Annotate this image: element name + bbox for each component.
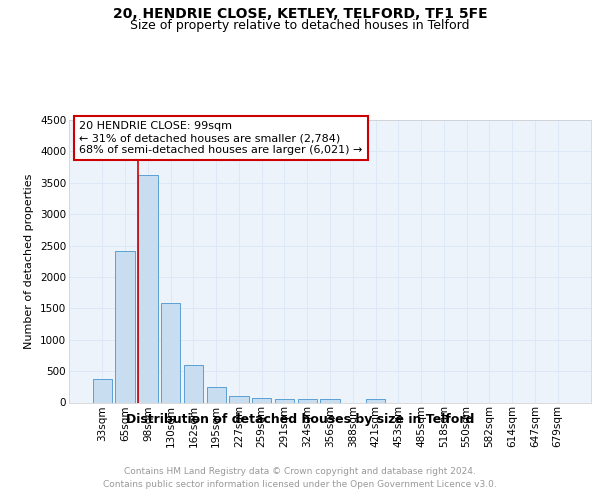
Bar <box>320 399 340 402</box>
Text: Distribution of detached houses by size in Telford: Distribution of detached houses by size … <box>126 412 474 426</box>
Bar <box>161 304 181 402</box>
Bar <box>298 399 317 402</box>
Bar <box>93 378 112 402</box>
Bar <box>252 398 271 402</box>
Bar <box>366 398 385 402</box>
Text: Contains HM Land Registry data © Crown copyright and database right 2024.
Contai: Contains HM Land Registry data © Crown c… <box>103 468 497 489</box>
Bar <box>138 175 158 402</box>
Text: 20, HENDRIE CLOSE, KETLEY, TELFORD, TF1 5FE: 20, HENDRIE CLOSE, KETLEY, TELFORD, TF1 … <box>113 8 487 22</box>
Bar <box>275 399 294 402</box>
Text: 20 HENDRIE CLOSE: 99sqm
← 31% of detached houses are smaller (2,784)
68% of semi: 20 HENDRIE CLOSE: 99sqm ← 31% of detache… <box>79 122 363 154</box>
Bar <box>184 365 203 403</box>
Y-axis label: Number of detached properties: Number of detached properties <box>25 174 34 349</box>
Text: Size of property relative to detached houses in Telford: Size of property relative to detached ho… <box>130 18 470 32</box>
Bar <box>229 396 248 402</box>
Bar <box>115 250 135 402</box>
Bar <box>206 388 226 402</box>
